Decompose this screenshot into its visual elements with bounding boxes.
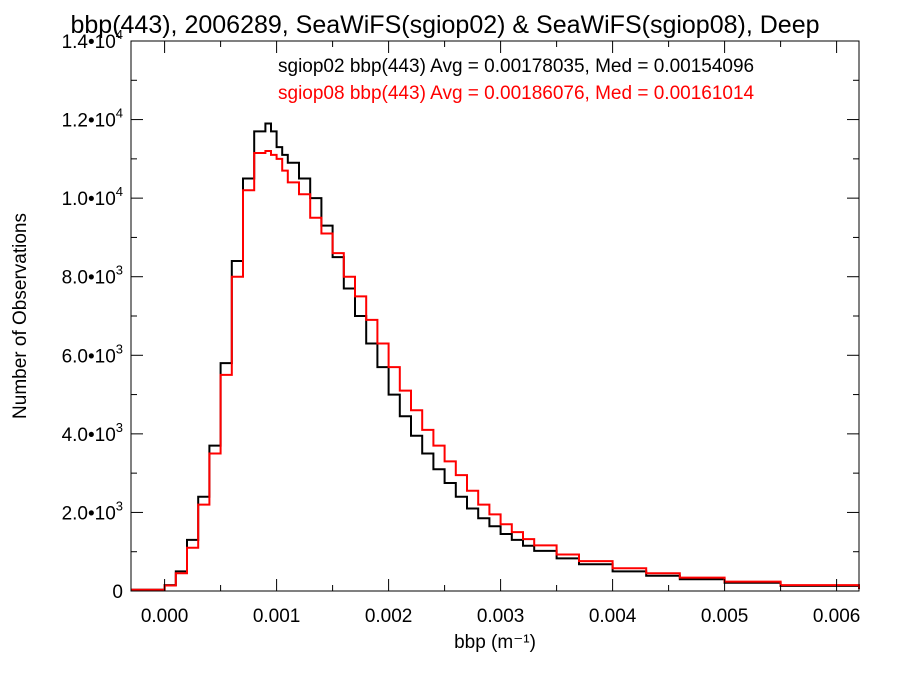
series-layer bbox=[131, 122, 860, 591]
y-tick-label: 4.0•103 bbox=[62, 420, 123, 446]
x-tick-labels: 0.000 0.001 0.002 0.003 0.004 0.005 0.006 bbox=[141, 606, 861, 627]
chart-title: bbp(443), 2006289, SeaWiFS(sgiop02) & Se… bbox=[70, 11, 819, 39]
x-tick-label: 0.005 bbox=[701, 606, 749, 627]
x-tick-label: 0.001 bbox=[253, 606, 301, 627]
y-tick-label: 1.4•104 bbox=[62, 27, 123, 53]
x-tick-label: 0.006 bbox=[813, 606, 861, 627]
series-line-1 bbox=[131, 122, 860, 591]
y-tick-labels: 0 2.0•103 4.0•103 6.0•103 8.0•103 1.0•104 1.2•… bbox=[62, 27, 123, 603]
series-line-2 bbox=[131, 150, 860, 591]
legend-annotation-sgiop08: sgiop08 bbp(443) Avg = 0.00186076, Med =… bbox=[278, 83, 755, 104]
x-tick-label: 0.002 bbox=[365, 606, 413, 627]
x-axis-label: bbp (m⁻¹) bbox=[454, 632, 536, 653]
x-tick-label: 0.000 bbox=[141, 606, 189, 627]
y-tick-label: 1.0•104 bbox=[62, 184, 123, 210]
x-tick-label: 0.004 bbox=[589, 606, 637, 627]
y-tick-label: 6.0•103 bbox=[62, 341, 123, 367]
legend-annotation-sgiop02: sgiop02 bbp(443) Avg = 0.00178035, Med =… bbox=[278, 56, 754, 77]
plot-frame bbox=[130, 40, 860, 592]
y-axis-label: Number of Observations bbox=[10, 213, 31, 419]
y-tick-label: 2.0•103 bbox=[62, 498, 123, 524]
x-tick-label: 0.003 bbox=[477, 606, 525, 627]
ticks-layer bbox=[131, 40, 859, 592]
y-tick-label: 0 bbox=[112, 582, 123, 603]
y-tick-label: 8.0•103 bbox=[62, 263, 123, 289]
y-tick-label: 1.2•104 bbox=[62, 106, 123, 132]
